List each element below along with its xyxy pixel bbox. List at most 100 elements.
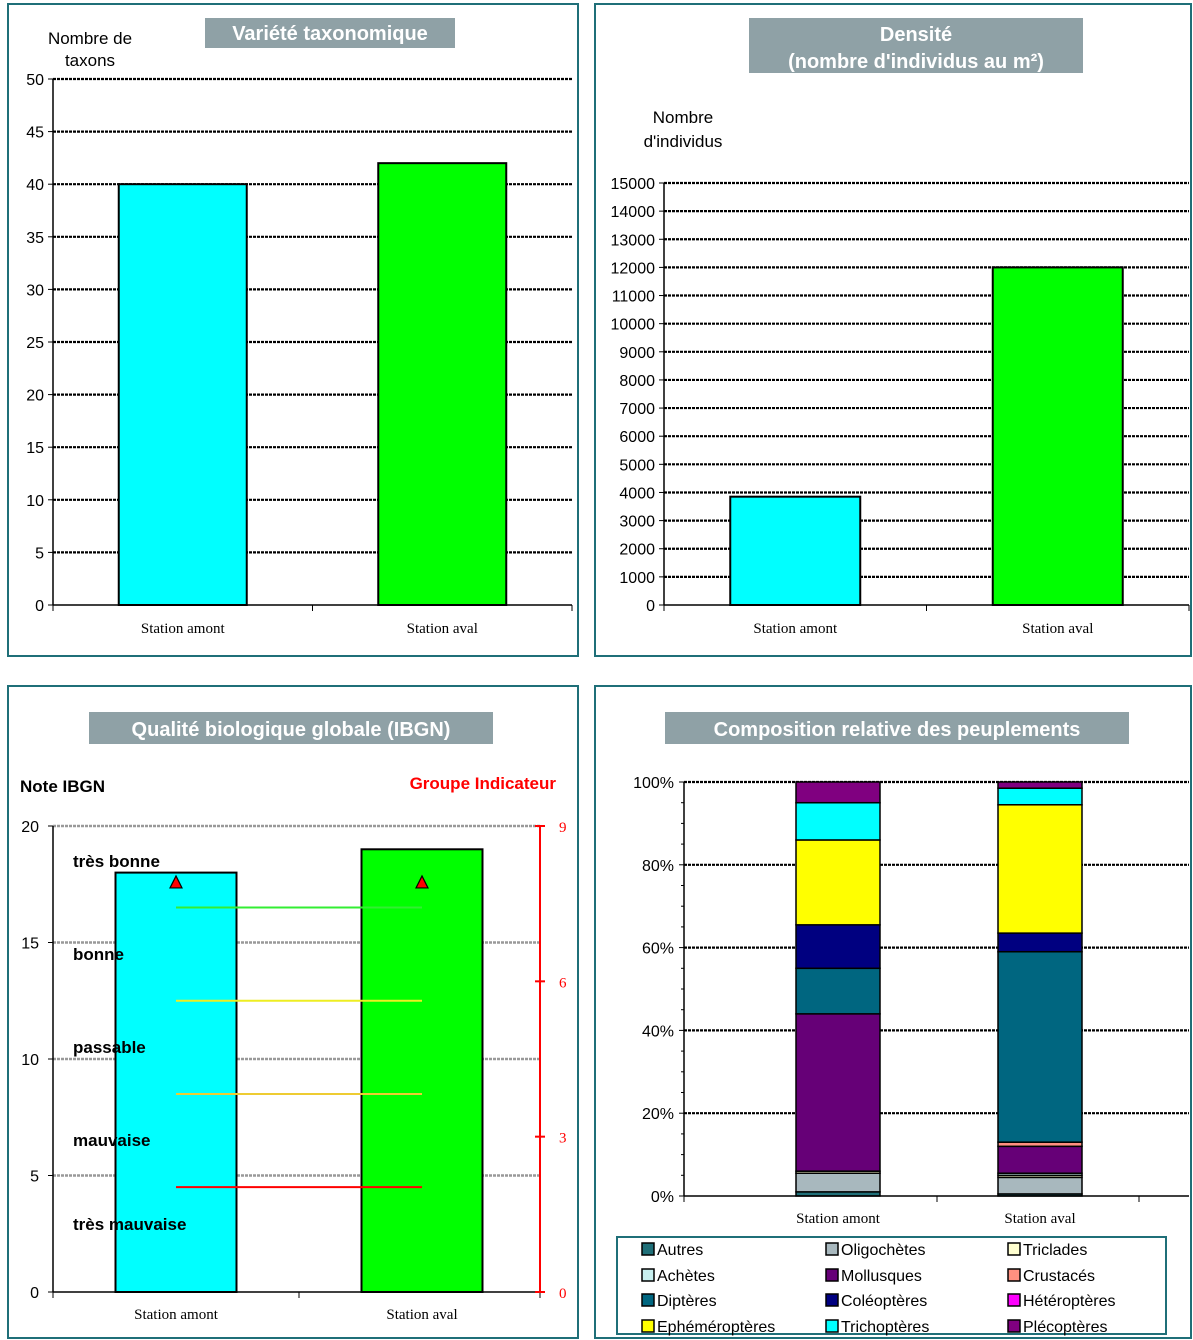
density-chart: Densité (nombre d'individus au m²) Nombr…	[594, 3, 1192, 657]
legend-label: Coléoptères	[841, 1293, 927, 1310]
legend-swatch	[1007, 1242, 1021, 1256]
y-tick-label: 5000	[619, 457, 655, 474]
legend-swatch	[825, 1293, 839, 1307]
y-tick-label: 0	[30, 1285, 39, 1302]
y-tick-label: 8000	[619, 373, 655, 390]
stacked-segment	[997, 1176, 1083, 1195]
group-indicator-marker	[415, 874, 429, 889]
y-tick-label: 7000	[619, 401, 655, 418]
legend-swatch	[641, 1242, 655, 1256]
title-box	[87, 710, 495, 746]
legend-swatch	[641, 1293, 655, 1307]
y-tick-label: 11000	[612, 289, 655, 306]
bar	[377, 162, 508, 606]
legend-label: Crustacés	[1023, 1268, 1095, 1285]
stacked-segment	[795, 839, 881, 926]
legend-swatch	[641, 1268, 655, 1282]
y-tick-label: 5	[30, 1169, 39, 1186]
chart-subtitle: (nombre d'individus au m²)	[788, 51, 1044, 73]
y-tick-label: 14000	[611, 204, 656, 221]
x-tick-label: Station amont	[753, 621, 838, 637]
stacked-segment	[795, 967, 881, 1015]
x-tick-label: Station aval	[386, 1307, 457, 1323]
title-box	[203, 16, 457, 50]
y-tick-label: 4000	[619, 485, 655, 502]
chart-title: Variété taxonomique	[232, 23, 428, 45]
quality-class-label: très mauvaise	[73, 1215, 186, 1234]
y-axis-label: Nombre de taxons	[48, 29, 132, 70]
stacked-segment	[795, 1013, 881, 1172]
y-tick-label: 0	[35, 598, 44, 615]
legend-label: Autres	[657, 1242, 703, 1259]
stacked-segment	[795, 781, 881, 804]
legend-label: Mollusques	[841, 1268, 922, 1285]
title-box	[747, 16, 1085, 75]
y-tick-label: 10	[26, 493, 44, 510]
x-tick-label: Station aval	[1004, 1211, 1075, 1227]
y-tick-label: 10000	[611, 317, 656, 334]
chart-title: Qualité biologique globale (IBGN)	[132, 719, 451, 741]
y-tick-label: 15	[21, 936, 39, 953]
y2-tick-label: 9	[559, 820, 567, 836]
y-tick-label: 2000	[619, 542, 655, 559]
y-tick-label: 40	[26, 177, 44, 194]
stacked-segment	[997, 804, 1083, 934]
bar	[117, 183, 248, 606]
y-tick-label: 30	[26, 282, 44, 299]
y-axis-label-line: d'individus	[644, 132, 723, 151]
stacked-segment	[997, 932, 1083, 953]
quality-class-label: mauvaise	[73, 1131, 151, 1150]
x-tick-label: Station aval	[407, 621, 478, 637]
legend-label: Triclades	[1023, 1242, 1087, 1259]
y-axis-label-line: Nombre	[653, 108, 713, 127]
y-axis-label-line: Nombre de	[48, 29, 132, 48]
y-tick-label: 100%	[633, 775, 674, 792]
legend-swatch	[1007, 1293, 1021, 1307]
y-axis-label: Note IBGN	[20, 777, 105, 796]
y-tick-label: 40%	[642, 1023, 674, 1040]
legend-swatch	[825, 1242, 839, 1256]
y-axis-label-line: taxons	[65, 51, 115, 70]
legend-box	[616, 1236, 1167, 1335]
y-tick-label: 12000	[611, 260, 656, 277]
stacked-segment	[997, 787, 1083, 806]
legend-swatch	[641, 1319, 655, 1333]
y-tick-label: 6000	[619, 429, 655, 446]
y2-tick-label: 6	[559, 975, 567, 991]
y-tick-label: 13000	[611, 232, 656, 249]
y-tick-label: 0%	[651, 1189, 674, 1206]
legend-label: Oligochètes	[841, 1242, 926, 1259]
stacked-segment	[997, 781, 1083, 789]
legend-label: Hétéroptères	[1023, 1293, 1116, 1310]
quality-class-label: bonne	[73, 945, 124, 964]
quality-class-label: très bonne	[73, 852, 160, 871]
x-tick-label: Station amont	[141, 621, 226, 637]
y-tick-label: 20	[21, 819, 39, 836]
y-tick-label: 15000	[611, 176, 656, 193]
chart-title: Composition relative des peuplements	[714, 719, 1081, 741]
y-axis-label: Nombre d'individus	[644, 108, 723, 151]
y-tick-label: 45	[26, 125, 44, 142]
stacked-segment	[795, 801, 881, 841]
y-tick-label: 10	[21, 1052, 39, 1069]
x-tick-label: Station amont	[796, 1211, 881, 1227]
stacked-segment	[795, 924, 881, 970]
legend-label: Trichoptères	[841, 1319, 929, 1336]
bar	[991, 266, 1124, 606]
stacked-segment	[795, 1172, 881, 1193]
taxonomic-variety-chart: Variété taxonomique Nombre de taxons 0 5 10…	[7, 3, 579, 657]
y2-axis-label: Groupe Indicateur	[410, 774, 557, 793]
bar	[729, 495, 862, 607]
legend-swatch	[825, 1319, 839, 1333]
y-tick-label: 35	[26, 230, 44, 247]
y-tick-label: 9000	[619, 345, 655, 362]
y-tick-label: 20	[26, 388, 44, 405]
legend-label: Diptères	[657, 1293, 717, 1310]
quality-class-label: passable	[73, 1038, 146, 1057]
y-tick-label: 3000	[619, 514, 655, 531]
y-tick-label: 60%	[642, 941, 674, 958]
y-tick-label: 1000	[619, 570, 655, 587]
bar	[114, 871, 238, 1293]
y-tick-label: 50	[26, 72, 44, 89]
